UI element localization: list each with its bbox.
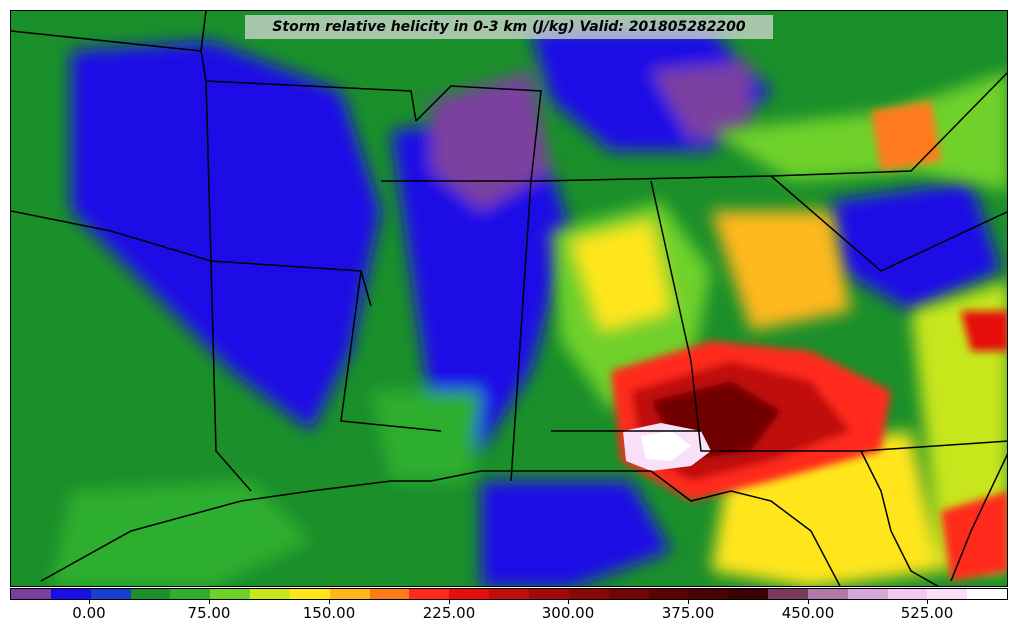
colorbar-swatch — [887, 589, 928, 599]
colorbar — [10, 588, 1008, 600]
colorbar-swatch — [250, 589, 290, 599]
colorbar-tick — [449, 600, 450, 604]
colorbar-tick — [329, 600, 330, 604]
colorbar-tick-label: 525.00 — [900, 604, 954, 622]
gulf-field — [481, 481, 671, 586]
colorbar-swatch — [768, 589, 808, 599]
colorbar-tick-label: 150.00 — [302, 604, 356, 622]
colorbar-swatch — [329, 589, 370, 599]
map-title: Storm relative helicity in 0-3 km (J/kg)… — [245, 15, 773, 39]
colorbar-swatch — [210, 589, 251, 599]
colorbar-tick-label: 375.00 — [661, 604, 715, 622]
colorbar-swatch — [50, 589, 91, 599]
colorbar-swatch — [289, 589, 330, 599]
colorbar-tick — [688, 600, 689, 604]
colorbar-swatch — [807, 589, 848, 599]
colorbar-tick-label: 0.00 — [72, 604, 106, 622]
colorbar-swatch — [568, 589, 609, 599]
colorbar-swatch — [648, 589, 689, 599]
colorbar-tick-label: 75.00 — [187, 604, 231, 622]
colorbar-tick — [808, 600, 809, 604]
coastline — [40, 450, 1007, 586]
map-panel — [10, 10, 1008, 587]
colorbar-swatch — [130, 589, 171, 599]
colorbar-tick-label: 300.00 — [541, 604, 595, 622]
colorbar-tick — [89, 600, 90, 604]
colorbar-swatch — [847, 589, 888, 599]
colorbar-swatch — [449, 589, 490, 599]
colorbar-swatch — [728, 589, 769, 599]
colorbar-swatch — [688, 589, 729, 599]
colorbar-swatch — [528, 589, 569, 599]
low-helicity-field — [51, 31, 1001, 586]
state-boundaries — [11, 11, 1007, 492]
colorbar-tick-label: 450.00 — [781, 604, 835, 622]
colorbar-swatch — [927, 589, 968, 599]
colorbar-swatch — [369, 589, 410, 599]
colorbar-ticks: 0.00 75.00 150.00 225.00 300.00 375.00 4… — [10, 600, 1008, 630]
colorbar-swatch — [11, 589, 51, 599]
colorbar-swatch — [170, 589, 211, 599]
colorbar-tick — [568, 600, 569, 604]
colorbar-swatch — [967, 589, 1008, 599]
colorbar-swatch — [489, 589, 529, 599]
colorbar-tick — [927, 600, 928, 604]
colorbar-swatch — [90, 589, 131, 599]
colorbar-tick-label: 225.00 — [422, 604, 476, 622]
helicity-map — [11, 11, 1007, 586]
colorbar-tick — [209, 600, 210, 604]
colorbar-swatch — [409, 589, 450, 599]
colorbar-swatch — [608, 589, 649, 599]
max-helicity-core — [641, 431, 691, 461]
